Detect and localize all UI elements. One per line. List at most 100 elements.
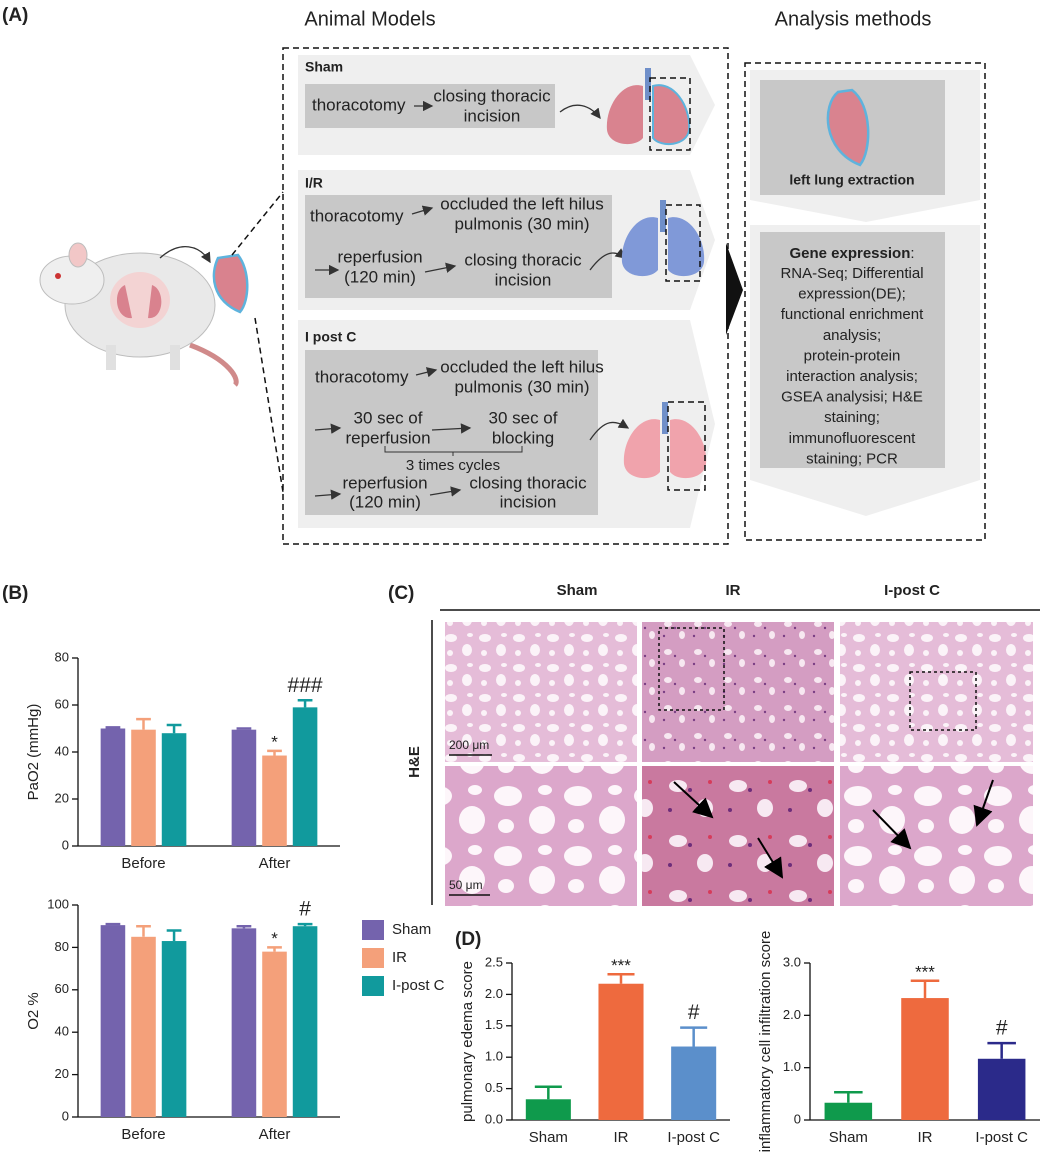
method-title: Gene expression: [789,245,914,262]
step: occluded the left hilus [440,194,604,213]
legend-label: Sham [392,921,431,938]
annotation: ### [288,674,323,697]
y-tick-label: 1.0 [783,1059,801,1074]
lungs-icon [606,68,691,146]
bar [100,925,126,1117]
y-axis-label: O2 % [25,992,42,1030]
error-bar [236,924,252,929]
method-line: staining; [824,409,880,426]
arrow [673,781,714,819]
bar [292,926,318,1117]
flow-arrow [726,243,743,335]
lungs-icon [623,402,707,479]
bar [231,928,257,1117]
legend-swatch [362,948,384,968]
arrow [757,837,784,879]
error-bar [236,727,252,730]
y-tick-label: 2.0 [783,1007,801,1022]
x-tick-label: I-post C [975,1129,1028,1146]
section-title: Animal Models [304,8,435,30]
arrow [973,779,994,827]
step: (120 min) [349,492,421,511]
bar [292,707,318,846]
histology-image [642,766,834,906]
annotation: *** [915,962,935,981]
error-bar [105,726,121,729]
y-tick-label: 40 [55,743,69,758]
error-bar [834,1091,863,1103]
step: thoracotomy [312,95,406,114]
step: (120 min) [344,267,416,286]
histology-image [642,622,834,762]
panel-label: (D) [455,929,481,950]
arrow [872,809,912,850]
step: incision [495,270,552,289]
step: closing thoracic [469,473,587,492]
error-bar [267,946,282,952]
model-name: I/R [305,175,323,191]
x-tick-label: IR [918,1129,933,1146]
arrow [411,205,434,216]
error-bar [680,1026,708,1047]
lung-icon [212,253,249,314]
row-label: H&E [406,746,423,778]
error-bar [267,749,282,756]
error-bar [136,717,151,730]
method: left lung extraction [789,172,914,188]
cycle-label: 3 times cycles [406,457,500,474]
rat-illustration [39,242,239,387]
arrow [429,486,462,497]
y-tick-label: 0 [62,837,69,852]
step: incision [500,492,557,511]
error-bar [534,1085,562,1100]
method-line: protein-protein [804,347,901,364]
method-line: expression(DE); [798,286,906,303]
bar [824,1102,873,1120]
zoom-line [254,317,284,493]
y-tick-label: 0 [62,1108,69,1123]
step: pulmonis (30 min) [454,377,589,396]
x-tick-label: Sham [829,1129,868,1146]
error-bar [166,929,182,942]
y-tick-label: 20 [55,790,69,805]
bar [161,733,187,846]
zoom-frame [909,671,977,731]
lungs-icon [621,200,705,277]
column-header: Sham [557,582,598,599]
x-tick-label: Before [121,1126,165,1143]
annotation: # [688,1001,700,1024]
annotation: *** [611,956,631,975]
error-bar [910,979,940,999]
method-line: RNA-Seq; Differential [780,265,923,282]
y-tick-label: 0.5 [485,1080,503,1095]
column-header: I-post C [884,582,940,599]
x-tick-label: After [259,1126,291,1143]
step: closing thoracic [464,250,582,269]
step: thoracotomy [315,367,409,386]
y-tick-label: 0.0 [485,1111,503,1126]
step: reperfusion [337,247,422,266]
bar [598,983,644,1120]
step: thoracotomy [310,206,404,225]
zoom-frame [658,627,725,711]
bar [131,936,156,1117]
error-bar [166,723,182,734]
histology-image [445,622,637,762]
legend-label: I-post C [392,977,445,994]
histology-image [840,766,1033,906]
dashed-frame [744,62,986,541]
bar [262,951,287,1117]
bar [131,729,156,846]
y-tick-label: 100 [47,896,69,911]
arrow [314,423,342,434]
step: incision [464,106,521,125]
section-title: Analysis methods [775,8,932,30]
arrow [415,367,438,378]
y-tick-label: 2.0 [485,986,503,1001]
panel-label: (B) [2,583,28,604]
method-title-colon: : [910,245,914,262]
step: blocking [492,428,554,447]
step: pulmonis (30 min) [454,214,589,233]
y-tick-label: 60 [55,981,69,996]
